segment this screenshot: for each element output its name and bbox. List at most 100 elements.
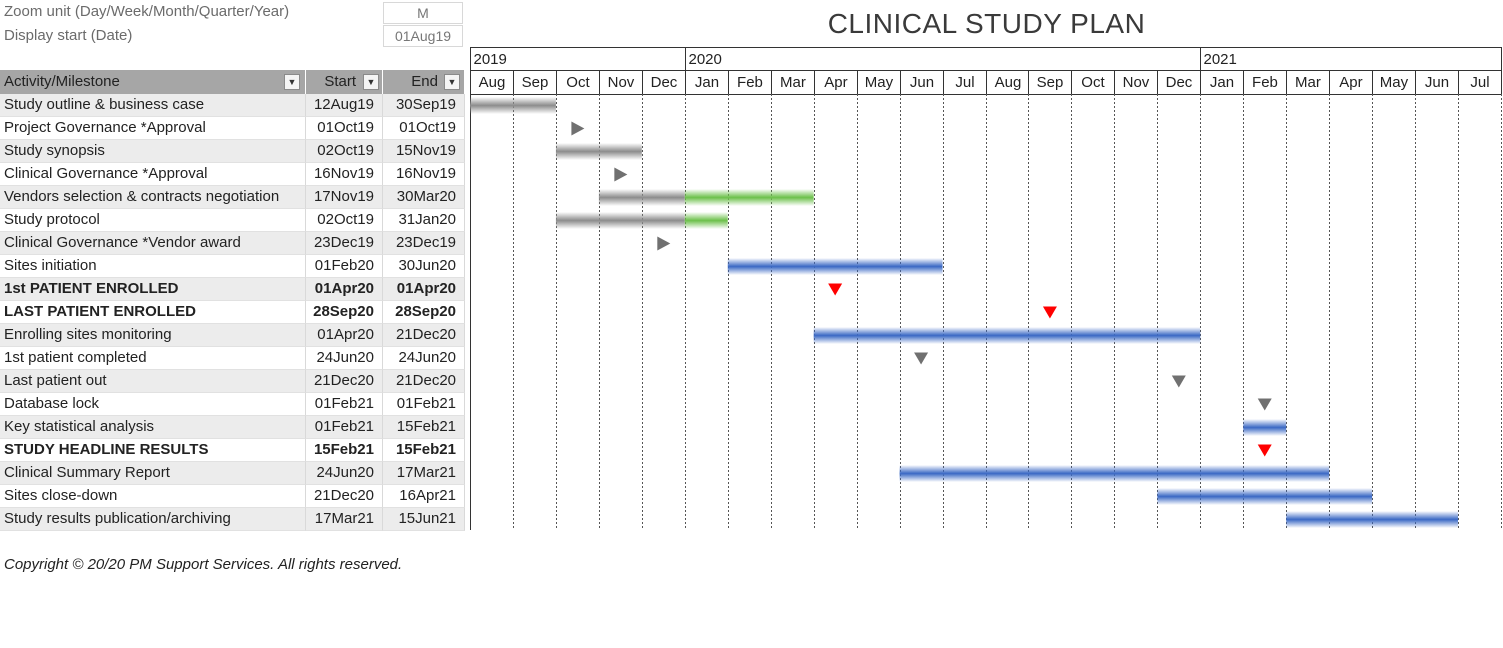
- activity-cell[interactable]: Sites initiation: [0, 255, 306, 278]
- year-label: 2019: [474, 51, 507, 68]
- milestone-marker: [828, 283, 843, 296]
- start-date-cell[interactable]: 17Nov19: [306, 186, 383, 209]
- month-label: Jul: [1470, 74, 1489, 91]
- end-date-cell[interactable]: 21Dec20: [383, 370, 465, 393]
- activity-cell[interactable]: Clinical Governance *Vendor award: [0, 232, 306, 255]
- end-date-cell[interactable]: 01Feb21: [383, 393, 465, 416]
- activity-cell[interactable]: 1st PATIENT ENROLLED: [0, 278, 306, 301]
- activity-cell[interactable]: LAST PATIENT ENROLLED: [0, 301, 306, 324]
- activity-cell[interactable]: Study outline & business case: [0, 94, 306, 117]
- start-date-cell[interactable]: 15Feb21: [306, 439, 383, 462]
- activity-cell[interactable]: Project Governance *Approval: [0, 117, 306, 140]
- month-label: Nov: [1123, 74, 1150, 91]
- start-date-cell[interactable]: 02Oct19: [306, 140, 383, 163]
- year-label: 2020: [689, 51, 722, 68]
- filter-dropdown-icon[interactable]: ▼: [363, 74, 379, 90]
- task-bar: [1286, 511, 1459, 528]
- gantt-chart: 2019 2020 2021 Aug Sep Oct Nov Dec Jan Feb Mar Apr M…: [470, 47, 1503, 530]
- table-row: STUDY HEADLINE RESULTS 15Feb21 15Feb21: [0, 439, 465, 462]
- activity-cell[interactable]: Study synopsis: [0, 140, 306, 163]
- start-date-cell[interactable]: 01Apr20: [306, 278, 383, 301]
- start-date-cell[interactable]: 01Feb21: [306, 416, 383, 439]
- activity-cell[interactable]: STUDY HEADLINE RESULTS: [0, 439, 306, 462]
- activity-cell[interactable]: Key statistical analysis: [0, 416, 306, 439]
- end-date-cell[interactable]: 16Apr21: [383, 485, 465, 508]
- activity-cell[interactable]: Database lock: [0, 393, 306, 416]
- activity-cell[interactable]: 1st patient completed: [0, 347, 306, 370]
- end-date-cell[interactable]: 01Apr20: [383, 278, 465, 301]
- filter-dropdown-icon[interactable]: ▼: [284, 74, 300, 90]
- activity-cell[interactable]: Enrolling sites monitoring: [0, 324, 306, 347]
- table-header: Activity/Milestone ▼ Start ▼ End ▼: [0, 70, 465, 94]
- end-date-cell[interactable]: 16Nov19: [383, 163, 465, 186]
- table-row: Study synopsis 02Oct19 15Nov19: [0, 140, 465, 163]
- end-date-cell[interactable]: 30Sep19: [383, 94, 465, 117]
- end-date-cell[interactable]: 23Dec19: [383, 232, 465, 255]
- end-date-cell[interactable]: 30Mar20: [383, 186, 465, 209]
- activity-cell[interactable]: Sites close-down: [0, 485, 306, 508]
- end-date-cell[interactable]: 28Sep20: [383, 301, 465, 324]
- start-date-cell[interactable]: 16Nov19: [306, 163, 383, 186]
- activity-cell[interactable]: Vendors selection & contracts negotiatio…: [0, 186, 306, 209]
- task-bar: [899, 465, 1330, 482]
- end-date-cell[interactable]: 15Feb21: [383, 416, 465, 439]
- month-label: Jan: [1210, 74, 1234, 91]
- task-bar: [598, 189, 685, 206]
- end-date-cell[interactable]: 15Feb21: [383, 439, 465, 462]
- task-bar: [813, 327, 1201, 344]
- table-row: Study protocol 02Oct19 31Jan20: [0, 209, 465, 232]
- start-date-cell[interactable]: 02Oct19: [306, 209, 383, 232]
- column-header-start[interactable]: Start ▼: [306, 70, 383, 94]
- activity-cell[interactable]: Study results publication/archiving: [0, 508, 306, 531]
- column-header-end[interactable]: End ▼: [383, 70, 465, 94]
- end-date-cell[interactable]: 17Mar21: [383, 462, 465, 485]
- table-row: Project Governance *Approval 01Oct19 01Oct…: [0, 117, 465, 140]
- start-date-cell[interactable]: 24Jun20: [306, 347, 383, 370]
- task-bar: [555, 143, 642, 160]
- start-date-cell[interactable]: 24Jun20: [306, 462, 383, 485]
- start-date-cell[interactable]: 23Dec19: [306, 232, 383, 255]
- start-date-cell[interactable]: 21Dec20: [306, 370, 383, 393]
- month-label: Jul: [955, 74, 974, 91]
- end-date-cell[interactable]: 31Jan20: [383, 209, 465, 232]
- table-row: Clinical Governance *Approval 16Nov19 16No…: [0, 163, 465, 186]
- activity-cell[interactable]: Clinical Summary Report: [0, 462, 306, 485]
- column-header-activity[interactable]: Activity/Milestone ▼: [0, 70, 306, 94]
- end-date-cell[interactable]: 01Oct19: [383, 117, 465, 140]
- table-row: Vendors selection & contracts negotiatio…: [0, 186, 465, 209]
- milestone-marker: [614, 167, 628, 182]
- milestone-marker: [914, 352, 929, 365]
- month-label: Feb: [737, 74, 763, 91]
- start-date-cell[interactable]: 01Feb20: [306, 255, 383, 278]
- filter-dropdown-icon[interactable]: ▼: [444, 74, 460, 90]
- activity-cell[interactable]: Clinical Governance *Approval: [0, 163, 306, 186]
- start-date-cell[interactable]: 01Oct19: [306, 117, 383, 140]
- task-bar: [684, 189, 814, 206]
- end-date-cell[interactable]: 15Jun21: [383, 508, 465, 531]
- activity-cell[interactable]: Study protocol: [0, 209, 306, 232]
- start-date-cell[interactable]: 01Feb21: [306, 393, 383, 416]
- month-label: Oct: [566, 74, 590, 91]
- zoom-unit-input[interactable]: M: [383, 2, 463, 24]
- end-date-cell[interactable]: 21Dec20: [383, 324, 465, 347]
- gantt-canvas: 2019 2020 2021 Aug Sep Oct Nov Dec Jan Feb Mar Apr M…: [470, 47, 1502, 530]
- month-label: May: [865, 74, 894, 91]
- table-row: Key statistical analysis 01Feb21 15Feb21: [0, 416, 465, 439]
- page-title: CLINICAL STUDY PLAN: [827, 8, 1146, 39]
- start-date-cell[interactable]: 12Aug19: [306, 94, 383, 117]
- table-row: Sites close-down 21Dec20 16Apr21: [0, 485, 465, 508]
- start-date-cell[interactable]: 01Apr20: [306, 324, 383, 347]
- end-date-cell[interactable]: 30Jun20: [383, 255, 465, 278]
- start-date-cell[interactable]: 28Sep20: [306, 301, 383, 324]
- start-date-cell[interactable]: 21Dec20: [306, 485, 383, 508]
- display-start-input[interactable]: 01Aug19: [383, 25, 463, 47]
- task-bar: [727, 258, 943, 275]
- end-date-cell[interactable]: 24Jun20: [383, 347, 465, 370]
- month-label: Aug: [479, 74, 506, 91]
- activity-cell[interactable]: Last patient out: [0, 370, 306, 393]
- end-date-cell[interactable]: 15Nov19: [383, 140, 465, 163]
- start-date-cell[interactable]: 17Mar21: [306, 508, 383, 531]
- month-label: Sep: [522, 74, 549, 91]
- table-row: Sites initiation 01Feb20 30Jun20: [0, 255, 465, 278]
- zoom-unit-label: Zoom unit (Day/Week/Month/Quarter/Year): [4, 3, 290, 20]
